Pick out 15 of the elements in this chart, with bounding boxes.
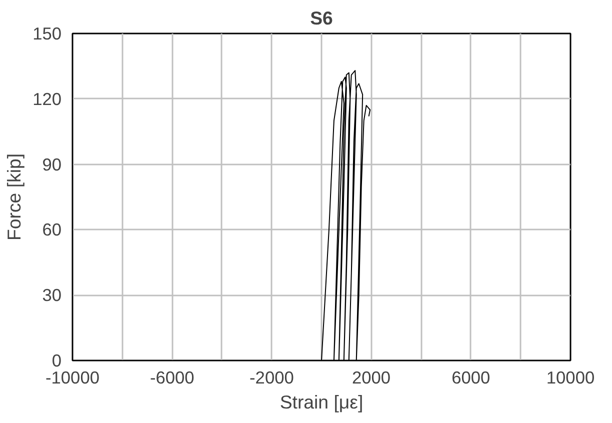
y-axis-title: Force [kip] bbox=[4, 153, 25, 241]
y-tick-label: 90 bbox=[42, 154, 62, 174]
x-tick-label: 2000 bbox=[352, 368, 391, 388]
y-tick-label: 30 bbox=[42, 285, 62, 306]
x-tick-label: -10000 bbox=[46, 368, 100, 388]
x-tick-label: 6000 bbox=[452, 368, 490, 388]
y-tick-label: 150 bbox=[32, 24, 62, 44]
y-tick-label: 120 bbox=[32, 88, 62, 109]
x-tick-label: -6000 bbox=[150, 368, 194, 388]
y-tick-label: 60 bbox=[42, 220, 62, 240]
x-tick-label: -2000 bbox=[250, 368, 294, 388]
y-tick-label: 0 bbox=[52, 350, 62, 370]
x-axis-title: Strain [με] bbox=[280, 392, 364, 412]
x-tick-label: 10000 bbox=[546, 368, 595, 388]
chart-title: S6 bbox=[310, 8, 333, 28]
